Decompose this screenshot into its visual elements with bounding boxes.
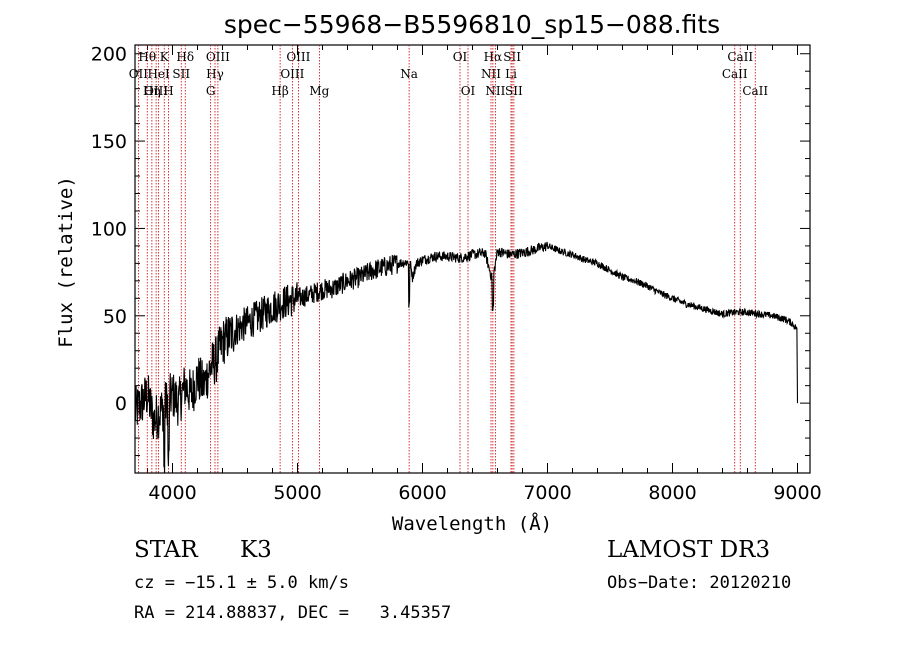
x-axis: 4000 5000 6000 7000 8000 9000 [147,45,822,504]
obs-date-text: Obs−Date: 20120210 [607,573,792,593]
spectrum-line [134,241,799,474]
spectral-line-label: Mg [309,84,329,98]
spectral-line-label: OI [453,50,468,64]
y-axis-label: Flux (relative) [55,176,77,348]
spectral-line-label: Hη [143,84,161,98]
chart-title: spec−55968−B5596810_sp15−088.fits [224,10,720,39]
spectral-line-label: OIII [280,67,304,81]
spectral-line-label: Na [400,67,418,81]
x-tick-label: 5000 [273,482,321,504]
spectral-line-label: Hθ [138,50,156,64]
velocity-text: cz = −15.1 ± 5.0 km/s [134,573,349,593]
spectral-line-label: H [163,84,173,98]
y-axis: 0 50 100 150 200 [91,44,810,457]
spectral-line-label: SII [505,84,523,98]
x-tick-label: 9000 [773,482,821,504]
spectral-line-label: SII [172,67,190,81]
spectral-line-label: Hβ [271,84,288,98]
spectral-line-label: Hγ [206,67,224,81]
object-subclass: K3 [240,537,272,563]
x-tick-label: 4000 [148,482,196,504]
x-tick-label: 6000 [398,482,446,504]
x-tick-label: 7000 [523,482,571,504]
spectral-line-label: NII [485,84,505,98]
y-tick-label: 150 [91,131,127,153]
spectral-line-label: CaII [727,50,753,64]
y-tick-label: 100 [91,218,127,240]
y-tick-label: 0 [115,393,127,415]
object-class: STAR [134,537,198,563]
spectral-line-label: CaII [742,84,768,98]
x-axis-label: Wavelength (Å) [392,512,552,535]
x-tick-label: 8000 [648,482,696,504]
spectral-line-label: SII [503,50,521,64]
plot-frame [134,44,811,474]
spectral-line-label: OI [461,84,476,98]
y-tick-label: 50 [103,306,127,328]
spectral-line-label: K [160,50,170,64]
coords-text: RA = 214.88837, DEC = 3.45357 [134,603,452,623]
y-tick-label: 200 [91,44,127,66]
spectral-line-label: OIII [286,50,310,64]
survey-name: LAMOST DR3 [607,537,771,563]
spectral-line-label: CaII [722,67,748,81]
spectral-line-label: OII [129,67,149,81]
spectral-line-label: Hδ [176,50,194,64]
spectral-line-label: G [206,84,216,98]
spectral-line-label: Hα [484,50,503,64]
spectral-line-label: OIII [144,84,168,98]
spectral-line-label: Li [505,67,517,81]
spectral-line-label: HeI [147,67,170,81]
spectral-line-label: NII [481,67,501,81]
spectral-line-label: OIII [206,50,230,64]
